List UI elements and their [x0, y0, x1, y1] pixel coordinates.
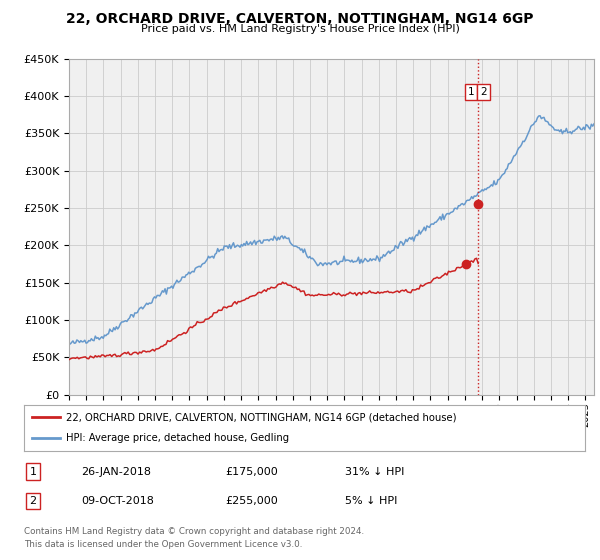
Text: Contains HM Land Registry data © Crown copyright and database right 2024.: Contains HM Land Registry data © Crown c…	[24, 528, 364, 536]
Text: 2: 2	[29, 496, 37, 506]
Text: 31% ↓ HPI: 31% ↓ HPI	[345, 466, 404, 477]
Text: HPI: Average price, detached house, Gedling: HPI: Average price, detached house, Gedl…	[66, 433, 289, 444]
Text: £175,000: £175,000	[225, 466, 278, 477]
Text: This data is licensed under the Open Government Licence v3.0.: This data is licensed under the Open Gov…	[24, 540, 302, 549]
Text: 09-OCT-2018: 09-OCT-2018	[81, 496, 154, 506]
Text: 22, ORCHARD DRIVE, CALVERTON, NOTTINGHAM, NG14 6GP: 22, ORCHARD DRIVE, CALVERTON, NOTTINGHAM…	[66, 12, 534, 26]
Text: 1: 1	[29, 466, 37, 477]
Text: Price paid vs. HM Land Registry's House Price Index (HPI): Price paid vs. HM Land Registry's House …	[140, 24, 460, 34]
Text: 26-JAN-2018: 26-JAN-2018	[81, 466, 151, 477]
Text: £255,000: £255,000	[225, 496, 278, 506]
Text: 22, ORCHARD DRIVE, CALVERTON, NOTTINGHAM, NG14 6GP (detached house): 22, ORCHARD DRIVE, CALVERTON, NOTTINGHAM…	[66, 412, 457, 422]
Text: 1: 1	[467, 87, 474, 97]
Text: 5% ↓ HPI: 5% ↓ HPI	[345, 496, 397, 506]
Text: 2: 2	[480, 87, 487, 97]
